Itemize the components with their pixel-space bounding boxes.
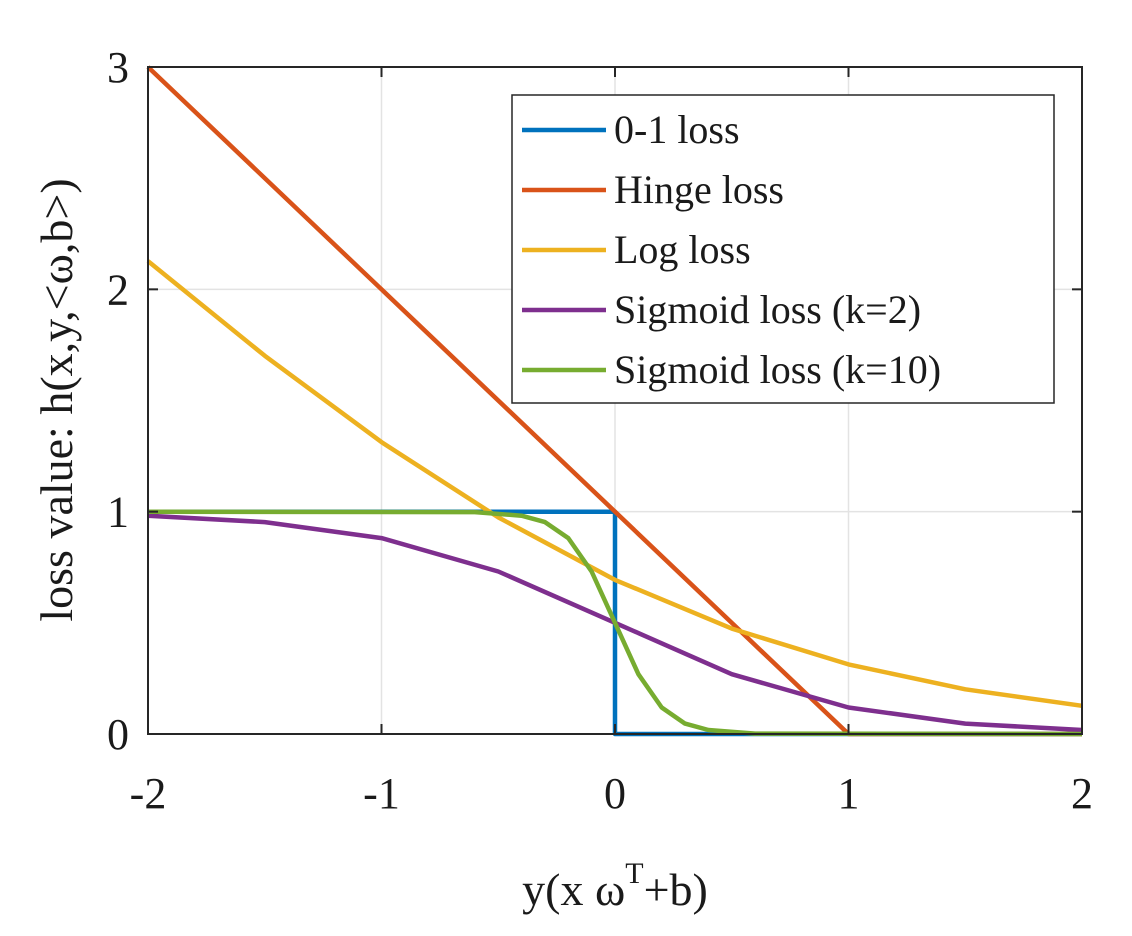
legend-label-0-1-loss: 0-1 loss bbox=[614, 107, 740, 152]
legend-label-log-loss: Log loss bbox=[614, 227, 751, 272]
y-tick-label: 3 bbox=[107, 43, 129, 92]
series-line-sigmoid-loss-k-10 bbox=[147, 509, 1083, 737]
x-axis-label: y(x ωT+b) bbox=[522, 857, 708, 915]
legend-label-sigmoid-loss-k-10: Sigmoid loss (k=10) bbox=[614, 347, 941, 392]
legend: 0-1 loss Hinge loss Log loss Sigmoid loss (… bbox=[511, 94, 1055, 404]
series-line-log-loss bbox=[146, 259, 1083, 709]
x-tick-label: -2 bbox=[130, 769, 167, 818]
x-tick-label: -1 bbox=[363, 769, 400, 818]
x-tick-label: 0 bbox=[604, 769, 626, 818]
legend-label-sigmoid-loss-k-2: Sigmoid loss (k=2) bbox=[614, 287, 921, 332]
y-tick-label: 1 bbox=[107, 488, 129, 537]
x-tick-label: 1 bbox=[838, 769, 860, 818]
ticks bbox=[147, 66, 1083, 735]
tick-labels: -2 -1 0 1 2 0 1 2 3 bbox=[107, 43, 1093, 818]
y-tick-label: 0 bbox=[107, 710, 129, 759]
legend-label-hinge-loss: Hinge loss bbox=[614, 167, 784, 212]
x-tick-label: 2 bbox=[1071, 769, 1093, 818]
y-tick-label: 2 bbox=[107, 265, 129, 314]
y-axis-label: loss value: h(x,y,<ω,b>) bbox=[31, 178, 82, 621]
